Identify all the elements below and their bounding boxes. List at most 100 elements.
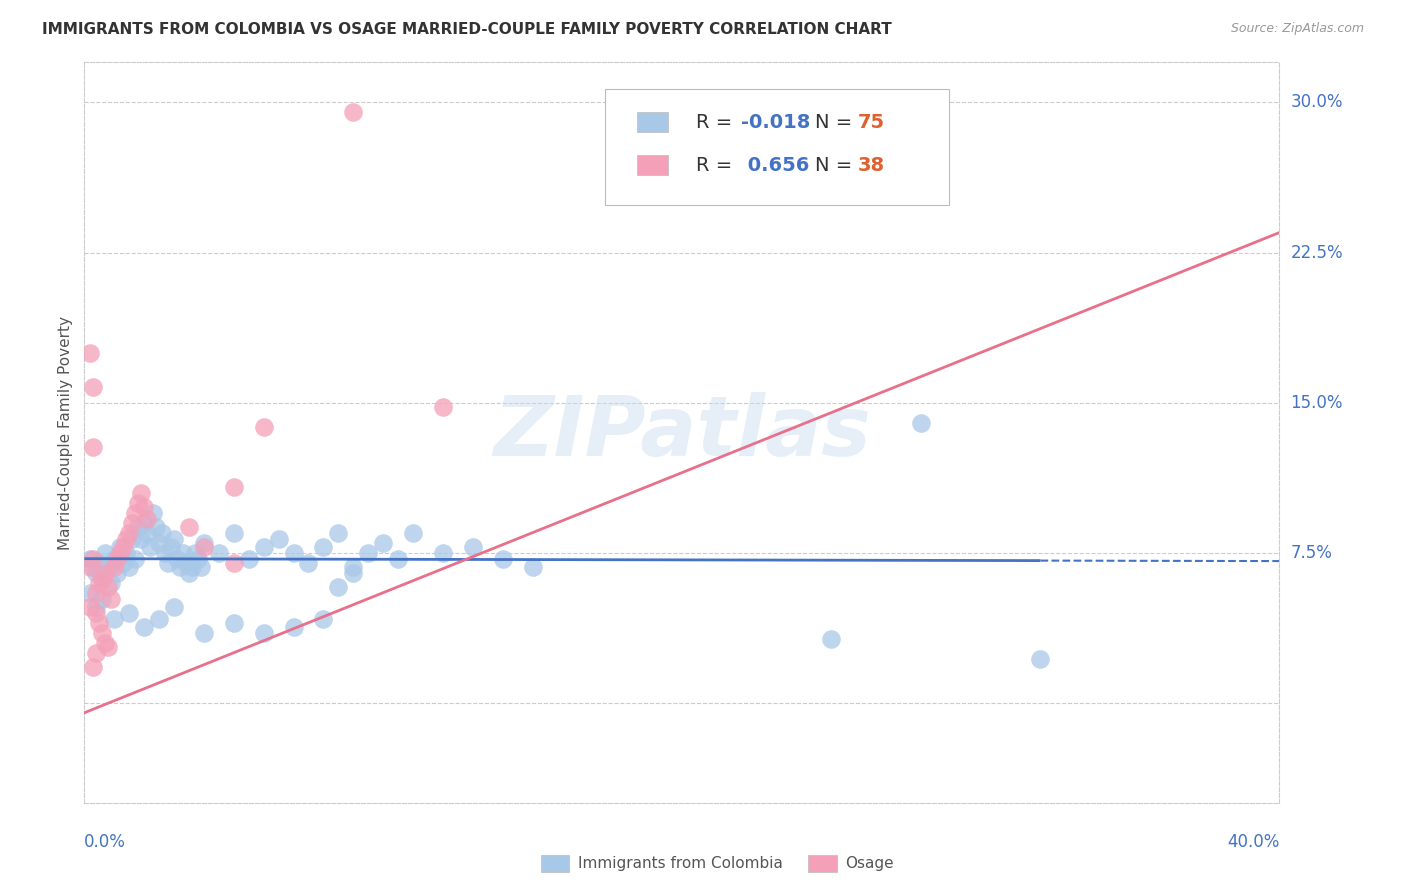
Point	[79, 551, 101, 566]
Point	[174, 556, 197, 570]
Text: 30.0%: 30.0%	[1291, 94, 1343, 112]
Point	[86, 566, 108, 580]
Point	[208, 546, 231, 560]
Point	[1029, 651, 1052, 665]
Text: IMMIGRANTS FROM COLOMBIA VS OSAGE MARRIED-COUPLE FAMILY POVERTY CORRELATION CHAR: IMMIGRANTS FROM COLOMBIA VS OSAGE MARRIE…	[42, 22, 891, 37]
Point	[328, 525, 350, 540]
Point	[127, 496, 149, 510]
Text: 7.5%: 7.5%	[1291, 544, 1333, 562]
Point	[100, 591, 122, 606]
Point	[253, 540, 276, 554]
Point	[184, 546, 207, 560]
Point	[136, 525, 159, 540]
Point	[820, 632, 842, 646]
Point	[148, 612, 170, 626]
Point	[112, 540, 135, 554]
Point	[103, 559, 125, 574]
Text: Immigrants from Colombia: Immigrants from Colombia	[578, 856, 783, 871]
Text: 38: 38	[858, 155, 884, 175]
Point	[124, 551, 146, 566]
Point	[118, 606, 141, 620]
Point	[132, 500, 156, 514]
Point	[86, 599, 108, 614]
Point	[94, 546, 117, 560]
Point	[312, 540, 335, 554]
Point	[79, 599, 101, 614]
Point	[118, 559, 141, 574]
Point	[91, 625, 114, 640]
Point	[432, 546, 454, 560]
Point	[222, 525, 245, 540]
Point	[283, 546, 305, 560]
Point	[163, 599, 186, 614]
Point	[86, 646, 108, 660]
Point	[129, 485, 152, 500]
Text: N =: N =	[815, 112, 859, 132]
Point	[86, 606, 108, 620]
Point	[193, 535, 215, 549]
Point	[172, 546, 194, 560]
Point	[100, 575, 122, 590]
Point	[193, 540, 215, 554]
Point	[79, 345, 101, 359]
Point	[461, 540, 484, 554]
Text: -0.018: -0.018	[741, 112, 810, 132]
Text: R =: R =	[696, 112, 738, 132]
Point	[89, 575, 111, 590]
Point	[105, 551, 128, 566]
Point	[432, 400, 454, 414]
Text: N =: N =	[815, 155, 859, 175]
Point	[150, 525, 173, 540]
Point	[357, 546, 380, 560]
Point	[94, 566, 117, 580]
Point	[82, 559, 104, 574]
Point	[492, 551, 515, 566]
Point	[910, 416, 932, 430]
Point	[112, 556, 135, 570]
Point	[222, 556, 245, 570]
Text: 0.656: 0.656	[741, 155, 810, 175]
Point	[115, 532, 138, 546]
Point	[110, 546, 132, 560]
Point	[124, 506, 146, 520]
Point	[94, 636, 117, 650]
Text: 0.0%: 0.0%	[84, 833, 127, 851]
Point	[181, 559, 204, 574]
Point	[387, 551, 409, 566]
Point	[193, 625, 215, 640]
Point	[91, 572, 114, 586]
Point	[153, 546, 176, 560]
Point	[222, 615, 245, 630]
Point	[129, 532, 152, 546]
Point	[103, 612, 125, 626]
Point	[118, 525, 141, 540]
Point	[297, 556, 319, 570]
Point	[121, 516, 143, 530]
Text: Osage: Osage	[845, 856, 894, 871]
Point	[177, 566, 200, 580]
Point	[342, 566, 364, 580]
Point	[105, 566, 128, 580]
Point	[238, 551, 260, 566]
Point	[267, 532, 290, 546]
Point	[312, 612, 335, 626]
Point	[121, 532, 143, 546]
Point	[139, 540, 162, 554]
Point	[82, 379, 104, 393]
Point	[82, 551, 104, 566]
Point	[145, 519, 167, 533]
Point	[97, 559, 120, 574]
Point	[157, 556, 180, 570]
Point	[169, 559, 191, 574]
Point	[187, 551, 209, 566]
Point	[132, 620, 156, 634]
Point	[82, 659, 104, 673]
Point	[89, 615, 111, 630]
Point	[127, 519, 149, 533]
Point	[163, 532, 186, 546]
Point	[91, 572, 114, 586]
Point	[79, 559, 101, 574]
Point	[97, 580, 120, 594]
Point	[177, 519, 200, 533]
Text: 15.0%: 15.0%	[1291, 393, 1343, 411]
